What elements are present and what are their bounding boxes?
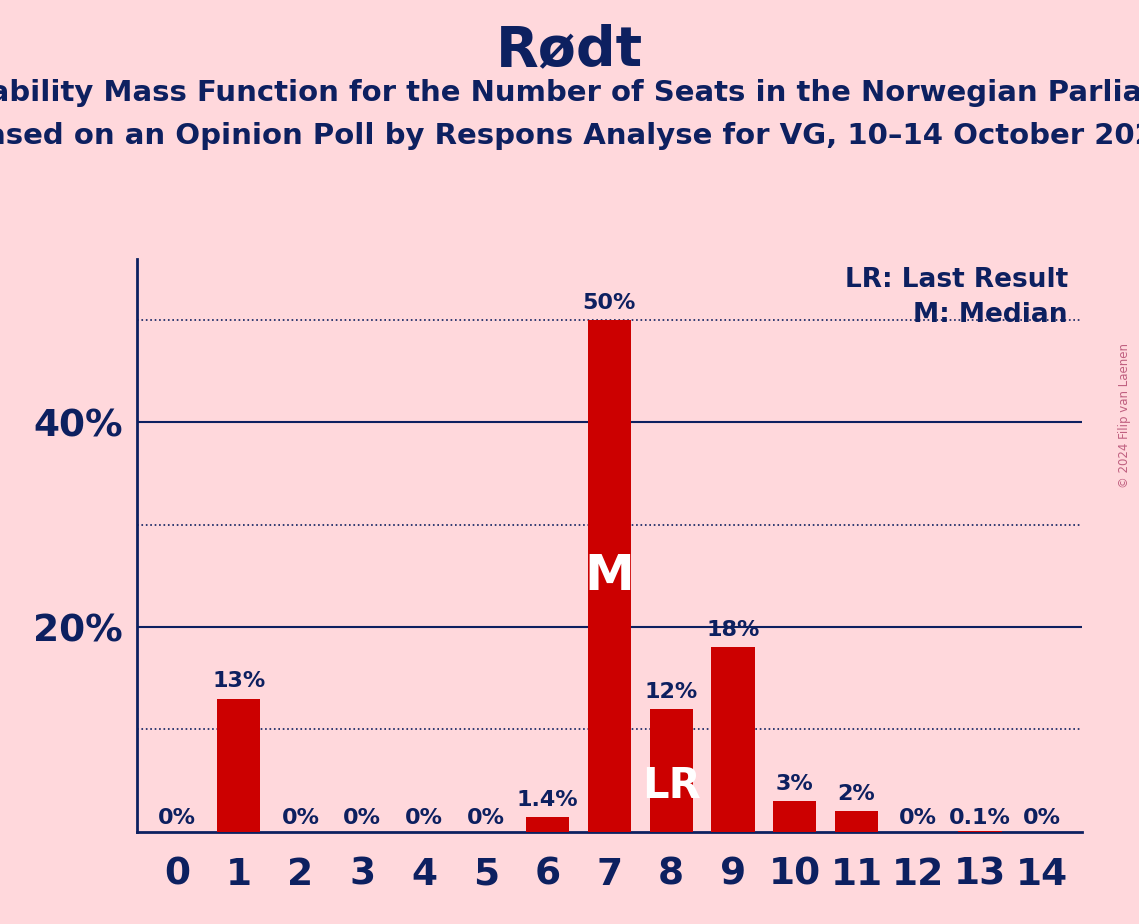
Text: 1.4%: 1.4% xyxy=(517,790,579,810)
Text: 0%: 0% xyxy=(467,808,505,828)
Text: 2%: 2% xyxy=(837,784,876,804)
Text: 0%: 0% xyxy=(405,808,443,828)
Text: 0%: 0% xyxy=(343,808,382,828)
Text: Probability Mass Function for the Number of Seats in the Norwegian Parliament: Probability Mass Function for the Number… xyxy=(0,79,1139,106)
Text: 0%: 0% xyxy=(900,808,937,828)
Text: M: M xyxy=(584,552,634,600)
Text: 0%: 0% xyxy=(158,808,196,828)
Text: 50%: 50% xyxy=(583,293,636,313)
Bar xyxy=(649,709,693,832)
Text: 18%: 18% xyxy=(706,620,760,640)
Text: 12%: 12% xyxy=(645,682,698,701)
Bar xyxy=(773,801,817,832)
Text: 13%: 13% xyxy=(212,672,265,691)
Text: LR: Last Result: LR: Last Result xyxy=(845,267,1068,293)
Bar xyxy=(959,831,1001,832)
Bar xyxy=(526,817,570,832)
Text: 0%: 0% xyxy=(281,808,319,828)
Text: © 2024 Filip van Laenen: © 2024 Filip van Laenen xyxy=(1118,344,1131,488)
Text: 0%: 0% xyxy=(1023,808,1060,828)
Text: Based on an Opinion Poll by Respons Analyse for VG, 10–14 October 2024: Based on an Opinion Poll by Respons Anal… xyxy=(0,122,1139,150)
Text: Rødt: Rødt xyxy=(495,23,644,77)
Text: 0.1%: 0.1% xyxy=(949,808,1011,828)
Text: LR: LR xyxy=(641,764,700,807)
Bar xyxy=(712,648,754,832)
Text: 3%: 3% xyxy=(776,773,813,794)
Bar xyxy=(835,811,878,832)
Bar xyxy=(218,699,260,832)
Bar xyxy=(588,320,631,832)
Text: M: Median: M: Median xyxy=(913,301,1068,328)
